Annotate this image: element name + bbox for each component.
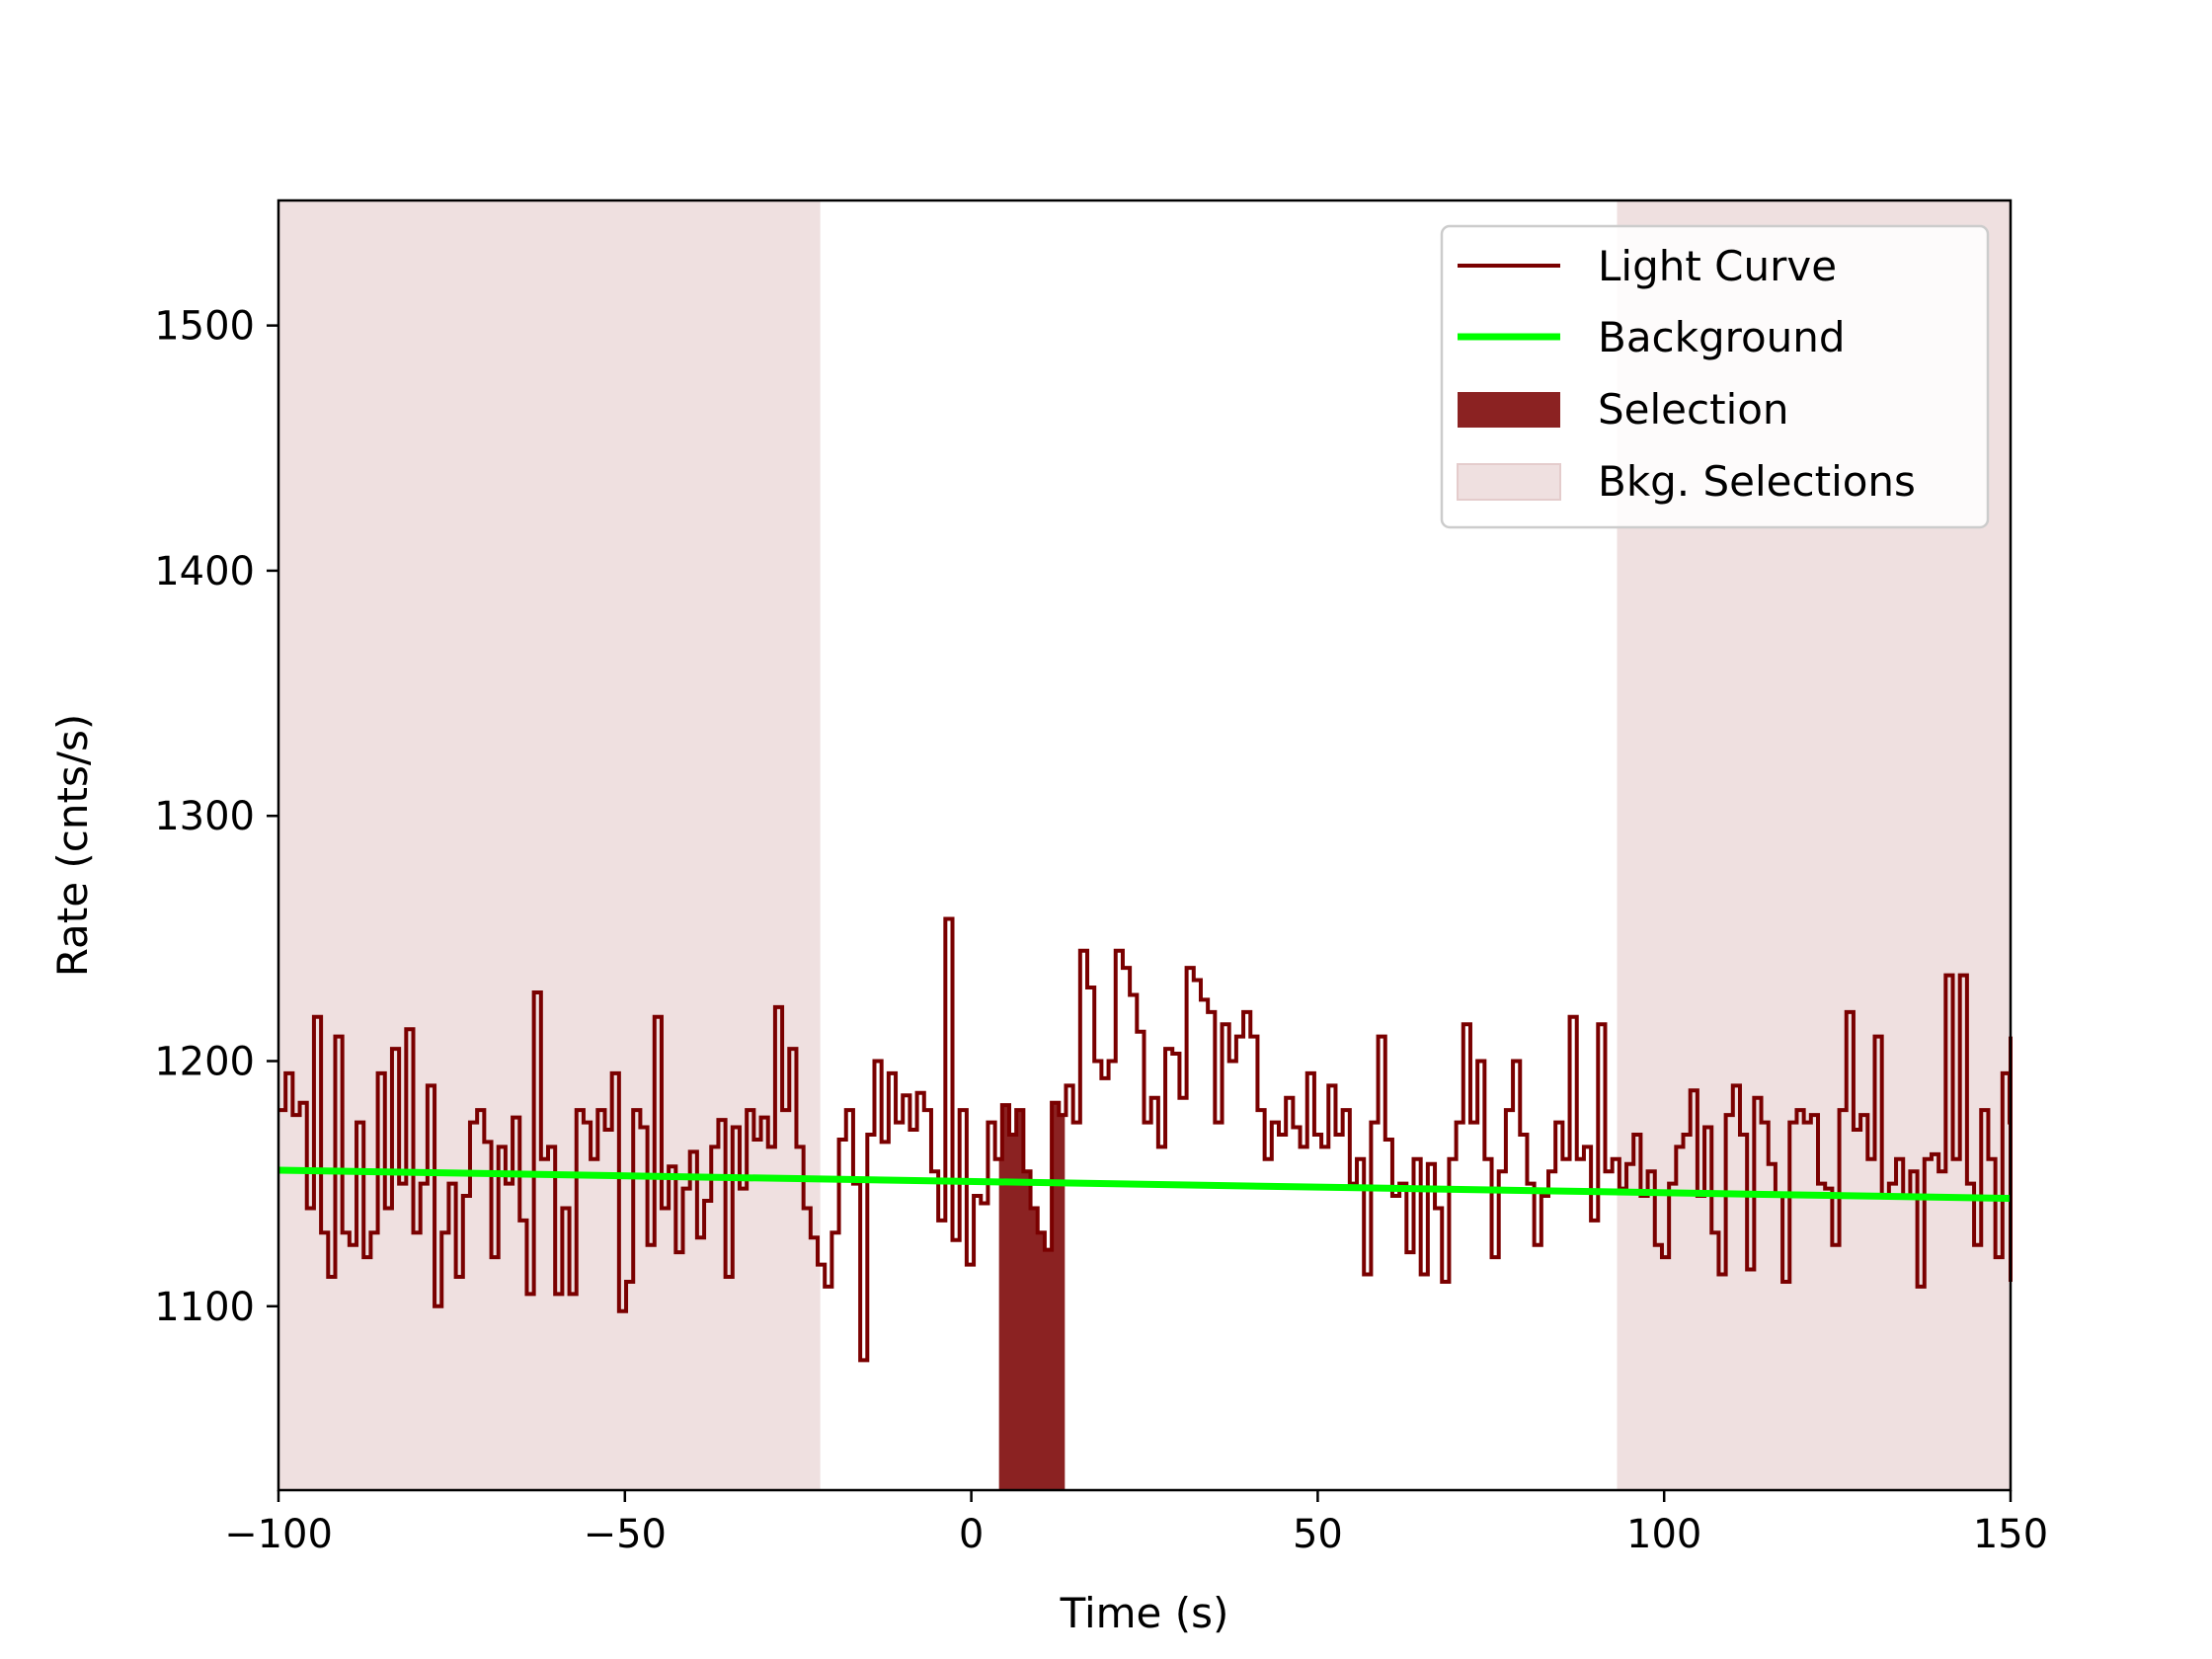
legend-swatch-selection (1458, 392, 1560, 428)
light-curve-layer (278, 916, 2013, 1363)
x-tick-label-3: 50 (1293, 1512, 1343, 1557)
x-axis-label: Time (s) (1060, 1589, 1229, 1637)
legend-label-selection: Selection (1598, 385, 1789, 434)
selection-region (998, 1102, 1066, 1490)
legend-label-light-curve: Light Curve (1598, 242, 1837, 290)
legend: Light Curve Background Selection Bkg. Se… (1440, 224, 1990, 529)
x-tick-label-4: 100 (1626, 1512, 1701, 1557)
legend-swatch-bkg-selections (1457, 463, 1561, 501)
x-tick-label-0: −100 (224, 1512, 333, 1557)
selection-layer (998, 1102, 1066, 1490)
y-tick-label-1: 1200 (154, 1039, 255, 1084)
background-layer (277, 1166, 2012, 1203)
y-axis-ticks: 1100 1200 1300 1400 1500 (154, 304, 278, 1330)
y-tick-label-4: 1500 (154, 304, 255, 350)
x-tick-label-2: 0 (959, 1512, 984, 1557)
bkg-selection-region-0 (278, 200, 821, 1490)
x-axis-ticks: −100 −50 0 50 100 150 (224, 1490, 2048, 1557)
y-tick-label-2: 1300 (154, 794, 255, 839)
light-curve-line (278, 916, 2013, 1363)
plot-frame (276, 198, 2013, 1492)
legend-label-bkg-selections: Bkg. Selections (1598, 457, 1916, 506)
legend-box (1440, 224, 1990, 529)
legend-label-background: Background (1598, 313, 1846, 361)
x-tick-label-5: 150 (1973, 1512, 2048, 1557)
x-tick-label-1: −50 (584, 1512, 667, 1557)
background-line (277, 1166, 2012, 1203)
y-axis-label: Rate (cnts/s) (48, 714, 97, 978)
y-tick-label-0: 1100 (154, 1285, 255, 1330)
y-tick-label-3: 1400 (154, 549, 255, 594)
